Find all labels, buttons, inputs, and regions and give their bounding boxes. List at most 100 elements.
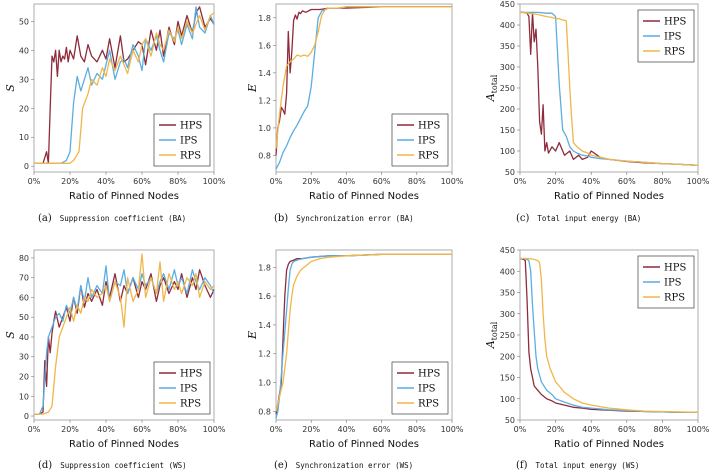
series-line-rps xyxy=(520,257,699,414)
legend-label-ips: IPS xyxy=(664,278,682,289)
y-tick-label: 1.8 xyxy=(258,14,271,23)
legend-label-rps: RPS xyxy=(664,47,685,58)
subfigure-caption: (b) Synchronization error (BA) xyxy=(274,213,414,224)
y-axis-subscript: total xyxy=(490,321,499,340)
y-tick-label: 300 xyxy=(500,63,515,72)
caption-letter: (d) xyxy=(38,460,52,471)
caption-letter: (f) xyxy=(516,460,528,471)
x-tick-label: 20% xyxy=(302,177,320,186)
y-tick-label: 400 xyxy=(500,21,515,30)
y-tick-label: 1.6 xyxy=(258,41,271,50)
caption-text: Total input energy (BA) xyxy=(537,214,641,223)
x-tick-label: 20% xyxy=(302,425,320,434)
series-line-rps xyxy=(34,253,215,415)
y-tick-label: 10 xyxy=(19,392,29,401)
y-tick-label: 0.8 xyxy=(258,151,271,160)
x-tick-label: 100% xyxy=(687,177,710,186)
legend-label-hps: HPS xyxy=(664,263,686,274)
y-axis-label: E xyxy=(246,84,259,93)
panel-c: 0% 20% 40% 60% 80% 100% 50 100 150 200 250 300 350 40… xyxy=(484,0,710,224)
x-tick-label: 0% xyxy=(270,425,283,434)
x-tick-label: 40% xyxy=(582,177,600,186)
subfigure-caption: (d) Suppression coefficient (WS) xyxy=(38,460,187,471)
y-tick-label: 1.0 xyxy=(258,379,271,388)
x-tick-label: 40% xyxy=(97,425,115,434)
series-line-rps xyxy=(275,253,452,412)
panel-d: 0% 20% 40% 60% 80% 100% 0 10 20 30 40 50 60 70 80 Ratio… xyxy=(4,249,226,471)
caption-letter: (b) xyxy=(274,213,288,224)
y-tick-label: 0.8 xyxy=(258,407,271,416)
caption-letter: (a) xyxy=(38,213,52,224)
y-tick-label: 1.0 xyxy=(258,124,271,133)
x-tick-label: 20% xyxy=(547,177,565,186)
y-tick-label: 1.8 xyxy=(258,263,271,272)
subfigure-caption: (f) Total input energy (WS) xyxy=(516,460,639,471)
x-tick-label: 0% xyxy=(28,177,41,186)
y-axis-label: S xyxy=(4,84,17,92)
y-axis-label: S xyxy=(4,331,17,339)
caption-text: Suppression coefficient (BA) xyxy=(60,214,186,223)
y-tick-label: 50 xyxy=(505,416,515,425)
legend-label-rps: RPS xyxy=(418,399,439,410)
y-tick-label: 200 xyxy=(500,105,515,114)
series-line-rps xyxy=(275,6,452,149)
y-tick-label: 10 xyxy=(19,133,29,142)
y-tick-label: 50 xyxy=(19,313,29,322)
x-tick-label: 80% xyxy=(408,177,426,186)
caption-text: Synchronization error (BA) xyxy=(296,214,413,223)
x-tick-label: 60% xyxy=(618,425,636,434)
x-tick-label: 0% xyxy=(270,177,283,186)
y-tick-label: 1.6 xyxy=(258,292,271,301)
subfigure-caption: (a) Suppression coefficient (BA) xyxy=(38,213,186,224)
x-tick-label: 20% xyxy=(61,177,79,186)
panel-b: 0% 20% 40% 60% 80% 100% 0.8 1.0 1.2 1.4 1.6 1.8 Rati… xyxy=(246,3,464,224)
y-axis-subscript: total xyxy=(490,74,499,93)
y-tick-label: 50 xyxy=(19,17,29,26)
legend-label-hps: HPS xyxy=(180,369,202,380)
caption-text: Suppression coefficient (WS) xyxy=(60,461,186,470)
y-tick-label: 300 xyxy=(500,310,515,319)
x-tick-label: 100% xyxy=(441,177,464,186)
y-tick-label: 30 xyxy=(19,353,29,362)
legend: HPS IPS RPS xyxy=(391,113,449,167)
y-tick-label: 250 xyxy=(500,331,515,340)
y-tick-label: 1.2 xyxy=(258,350,271,359)
y-tick-label: 20 xyxy=(19,104,29,113)
y-axis-symbol: E xyxy=(246,331,259,340)
y-axis-symbol: A xyxy=(484,340,497,349)
x-tick-label: 80% xyxy=(654,425,672,434)
plot-frame xyxy=(275,249,453,421)
y-axis-symbol: A xyxy=(484,93,497,102)
y-axis-label: Atotal xyxy=(484,74,499,102)
x-tick-label: 20% xyxy=(61,425,79,434)
y-tick-label: 150 xyxy=(500,374,515,383)
x-tick-label: 0% xyxy=(28,425,41,434)
legend: HPS IPS RPS xyxy=(153,113,211,167)
series-line-rps xyxy=(34,12,215,164)
legend-label-ips: IPS xyxy=(180,384,198,395)
x-tick-label: 60% xyxy=(133,425,151,434)
y-tick-label: 1.4 xyxy=(258,321,271,330)
plot-frame xyxy=(33,3,215,173)
legend-label-hps: HPS xyxy=(664,17,686,28)
y-tick-label: 450 xyxy=(500,246,515,255)
x-tick-label: 60% xyxy=(373,425,391,434)
y-tick-label: 40 xyxy=(19,333,29,342)
series-line-ips xyxy=(34,265,215,415)
y-tick-label: 100 xyxy=(500,147,515,156)
y-tick-label: 1.2 xyxy=(258,96,271,105)
x-tick-label: 40% xyxy=(338,425,356,434)
y-tick-label: 40 xyxy=(19,46,29,55)
x-tick-label: 80% xyxy=(408,425,426,434)
y-tick-label: 400 xyxy=(500,267,515,276)
caption-text: Synchronization error (WS) xyxy=(296,461,413,470)
y-tick-label: 100 xyxy=(500,395,515,404)
x-axis-label: Ratio of Pinned Nodes xyxy=(69,439,179,450)
plot-frame xyxy=(33,249,215,421)
series-line-hps xyxy=(34,6,215,164)
y-tick-label: 0 xyxy=(24,162,29,171)
x-tick-label: 60% xyxy=(133,177,151,186)
x-axis-label: Ratio of Pinned Nodes xyxy=(554,191,664,202)
legend-label-rps: RPS xyxy=(418,151,439,162)
legend-label-rps: RPS xyxy=(664,293,685,304)
